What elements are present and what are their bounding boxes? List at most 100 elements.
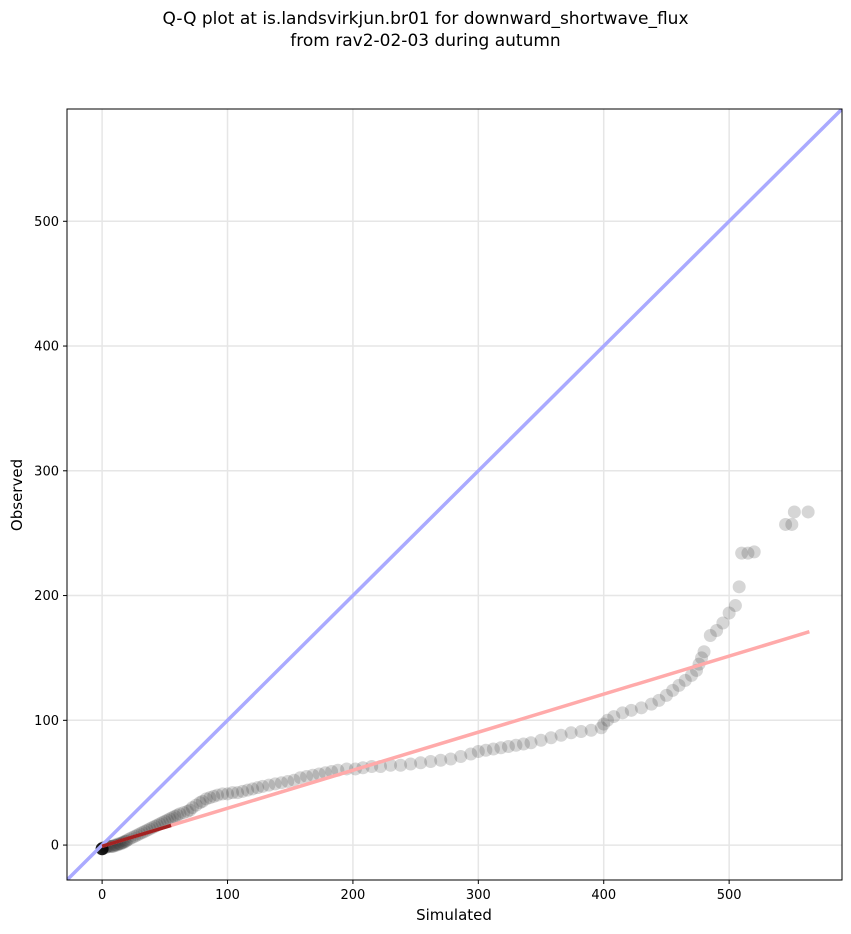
x-tick-label: 500: [717, 888, 742, 903]
data-point: [716, 616, 730, 630]
y-tick-label: 400: [34, 340, 59, 355]
data-point: [195, 794, 209, 808]
data-point: [210, 788, 224, 802]
chart-title: Q-Q plot at is.landsvirkjun.br01 for dow…: [0, 8, 851, 52]
data-point: [703, 628, 717, 642]
data-point: [185, 801, 199, 815]
data-point: [685, 668, 699, 682]
data-point: [732, 580, 746, 594]
data-point: [678, 673, 692, 687]
data-point: [501, 740, 515, 754]
data-point: [666, 683, 680, 697]
data-point: [785, 517, 799, 531]
y-axis-label: Observed: [8, 459, 26, 531]
data-point: [787, 505, 801, 519]
data-point: [168, 809, 182, 823]
data-point: [534, 733, 548, 747]
data-point: [193, 796, 207, 810]
reference-lines: [67, 109, 842, 880]
data-point: [710, 623, 724, 637]
data-point: [509, 738, 523, 752]
data-point: [404, 757, 418, 771]
data-point: [163, 812, 177, 826]
data-point: [454, 749, 468, 763]
data-point: [728, 599, 742, 613]
data-point: [494, 741, 508, 755]
data-point: [735, 546, 749, 560]
data-point: [189, 798, 203, 812]
plot-frame: [66, 108, 843, 881]
data-point: [241, 783, 255, 797]
data-point: [524, 736, 538, 750]
data-point: [801, 505, 815, 519]
data-point: [180, 804, 194, 818]
fit-line-dense-segment: [101, 823, 172, 848]
data-point: [444, 752, 458, 766]
y-tick-label: 500: [34, 215, 59, 230]
data-point: [634, 701, 648, 715]
data-point: [584, 723, 598, 737]
data-point: [199, 792, 213, 806]
data-point: [173, 807, 187, 821]
data-point: [177, 806, 191, 820]
data-point: [256, 779, 270, 793]
data-point: [221, 787, 235, 801]
data-point: [644, 697, 658, 711]
data-point: [574, 725, 588, 739]
data-point: [616, 706, 630, 720]
data-point: [246, 782, 260, 796]
data-point: [424, 754, 438, 768]
data-point: [464, 747, 478, 761]
data-point: [695, 651, 709, 665]
data-point: [236, 784, 250, 798]
data-point: [300, 769, 314, 783]
data-point: [722, 606, 736, 620]
data-point: [293, 771, 307, 785]
x-tick-label: 0: [98, 888, 106, 903]
data-point: [394, 758, 408, 772]
data-point: [600, 713, 614, 727]
data-point: [281, 774, 295, 788]
data-point: [170, 808, 184, 822]
data-point: [306, 768, 320, 782]
data-point: [652, 693, 666, 707]
data-point: [251, 781, 265, 795]
x-axis-label: Simulated: [416, 906, 492, 924]
y-tick-label: 300: [34, 464, 59, 479]
data-points: [95, 505, 815, 856]
data-point: [231, 786, 245, 800]
data-point: [207, 789, 221, 803]
x-tick-label: 400: [591, 888, 616, 903]
data-point: [564, 726, 578, 740]
data-point: [554, 728, 568, 742]
fit-line: [101, 630, 810, 848]
chart-title-line-2: from rav2-02-03 during autumn: [290, 31, 561, 51]
data-point: [216, 787, 230, 801]
data-point: [659, 688, 673, 702]
data-point: [165, 811, 179, 825]
data-point: [312, 767, 326, 781]
data-point: [203, 791, 217, 805]
chart-title-line-1: Q-Q plot at is.landsvirkjun.br01 for dow…: [162, 9, 689, 29]
y-tick-label: 0: [51, 839, 59, 854]
data-point: [779, 517, 793, 531]
x-tick-label: 100: [215, 888, 240, 903]
data-point: [624, 703, 638, 717]
data-point: [414, 756, 428, 770]
data-point: [544, 731, 558, 745]
grid-lines: [67, 109, 842, 880]
data-point: [160, 813, 174, 827]
data-point: [471, 745, 485, 758]
identity-line: [67, 109, 842, 880]
data-point: [226, 786, 240, 800]
data-point: [607, 710, 621, 724]
data-point: [384, 758, 398, 772]
data-point: [697, 645, 711, 659]
y-tick-label: 100: [34, 714, 59, 729]
data-point: [516, 737, 530, 751]
data-point: [274, 776, 288, 790]
data-point: [597, 717, 611, 731]
data-point: [741, 546, 755, 560]
data-point: [268, 777, 282, 791]
